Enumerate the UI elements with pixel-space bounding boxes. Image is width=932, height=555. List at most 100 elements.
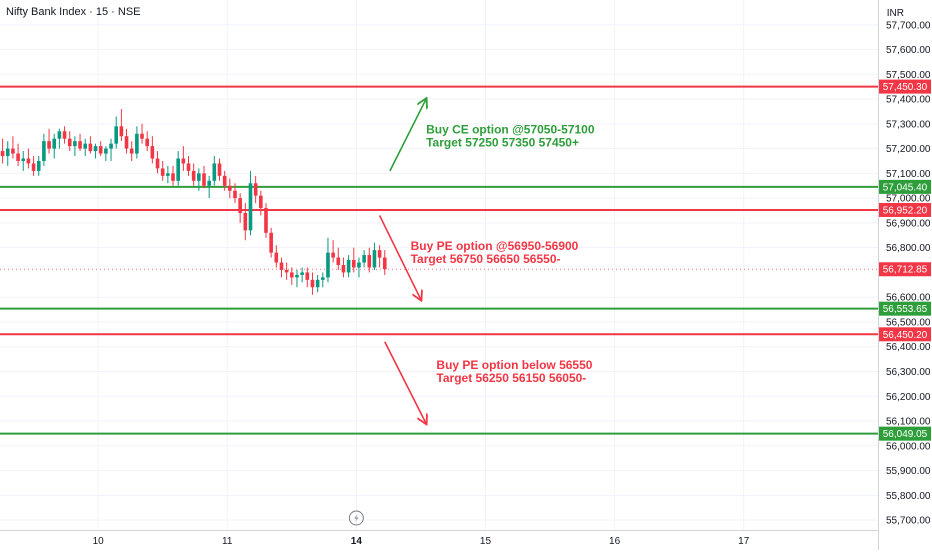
candle-down (140, 123, 144, 144)
annotation-text: Target 56250 56150 56050- (436, 371, 586, 385)
candle-up (93, 143, 98, 159)
candle-body (62, 131, 67, 139)
price-tick-label: 57,600.00 (886, 45, 931, 56)
candle-body (197, 173, 201, 181)
candle-body (259, 195, 263, 209)
candle-body (222, 175, 227, 186)
candle-body (284, 269, 289, 273)
candle-body (238, 198, 242, 213)
candle-down (47, 128, 51, 154)
annotation-arrow (389, 99, 426, 172)
time-tick-label: 17 (738, 536, 750, 547)
price-tick-label: 57,300.00 (886, 119, 931, 130)
candle-down (351, 247, 356, 273)
candle-down (155, 151, 160, 174)
candle-body (78, 141, 82, 149)
candle-body (114, 126, 119, 144)
candle-down (222, 170, 227, 191)
candle-body (67, 138, 72, 147)
annotation-text: Buy PE option @56950-56900 (411, 239, 579, 253)
candle-body (336, 257, 341, 265)
candle-body (289, 272, 294, 278)
candle-body (150, 146, 155, 159)
last-price-label: 56,712.85 (883, 265, 928, 276)
candle-down (336, 247, 341, 270)
candle-up (176, 151, 180, 186)
price-tick-label: 56,100.00 (886, 417, 931, 428)
candle-up (36, 156, 41, 176)
candle-down (26, 148, 31, 169)
candle-down (341, 257, 346, 278)
candle-down (264, 203, 268, 238)
candle-down (331, 240, 335, 263)
lightning-icon (354, 513, 359, 523)
price-tick-label: 57,200.00 (886, 144, 931, 155)
level-badge-label: 57,450.30 (883, 82, 928, 93)
candle-down (228, 178, 232, 199)
candle-body (382, 257, 387, 270)
candle-down (191, 163, 196, 186)
candle-up (52, 133, 57, 159)
candle-body (124, 136, 129, 149)
price-axis: 57,700.00 57,600.00 57,500.00 57,400.00 57,3… (878, 0, 931, 550)
price-tick-label: 56,500.00 (886, 317, 931, 328)
candle-up (197, 168, 201, 191)
annotation-text: Buy CE option @57050-57100 (426, 123, 595, 137)
candles (0, 108, 387, 295)
price-tick-label: 55,700.00 (886, 516, 931, 527)
currency-label[interactable]: INR (886, 8, 904, 19)
candle-up (372, 242, 377, 270)
candle-body (351, 260, 356, 268)
candle-body (264, 208, 268, 233)
annotation-text: Buy PE option below 56550 (436, 358, 592, 372)
candle-down (186, 156, 191, 176)
last-price-badge (879, 262, 931, 277)
candle-down (124, 128, 129, 154)
price-tick-label: 57,000.00 (886, 194, 931, 205)
candle-down (145, 131, 150, 152)
candle-body (155, 158, 160, 169)
level-badge-label: 56,450.20 (883, 330, 928, 341)
candle-up (114, 116, 119, 149)
candle-down (310, 272, 315, 295)
candle-body (11, 148, 15, 154)
candle-body (300, 272, 304, 275)
candle-body (52, 138, 57, 149)
candle-up (166, 165, 170, 184)
candle-down (377, 245, 382, 268)
candle-body (243, 212, 248, 231)
candle-body (253, 183, 258, 196)
candle-up (362, 250, 366, 268)
candle-up (346, 255, 351, 278)
candle-body (26, 158, 31, 164)
candle-body (346, 260, 351, 273)
candle-down (171, 165, 175, 186)
candle-body (372, 250, 377, 268)
candle-body (93, 146, 98, 152)
price-levels (0, 85, 878, 435)
candle-body (47, 141, 51, 149)
level-badge-support (879, 301, 931, 316)
candle-body (0, 151, 5, 157)
candle-body (305, 272, 310, 280)
candle-body (191, 170, 196, 181)
candle-down (217, 158, 222, 181)
symbol-title[interactable]: Nifty Bank Index · 15 · NSE (6, 6, 141, 18)
candle-down (119, 108, 124, 142)
candle-down (305, 267, 310, 288)
candle-body (269, 232, 273, 253)
candle-down (160, 160, 165, 181)
candle-up (135, 126, 139, 159)
candle-body (310, 279, 315, 288)
candle-down (150, 136, 155, 164)
candle-down (16, 143, 20, 166)
price-tick-label: 57,400.00 (886, 95, 931, 106)
level-badge-support (879, 179, 931, 194)
tv-logo-icon (348, 510, 364, 526)
candle-body (129, 148, 134, 154)
candle-up (315, 274, 320, 293)
candle-down (0, 138, 5, 164)
